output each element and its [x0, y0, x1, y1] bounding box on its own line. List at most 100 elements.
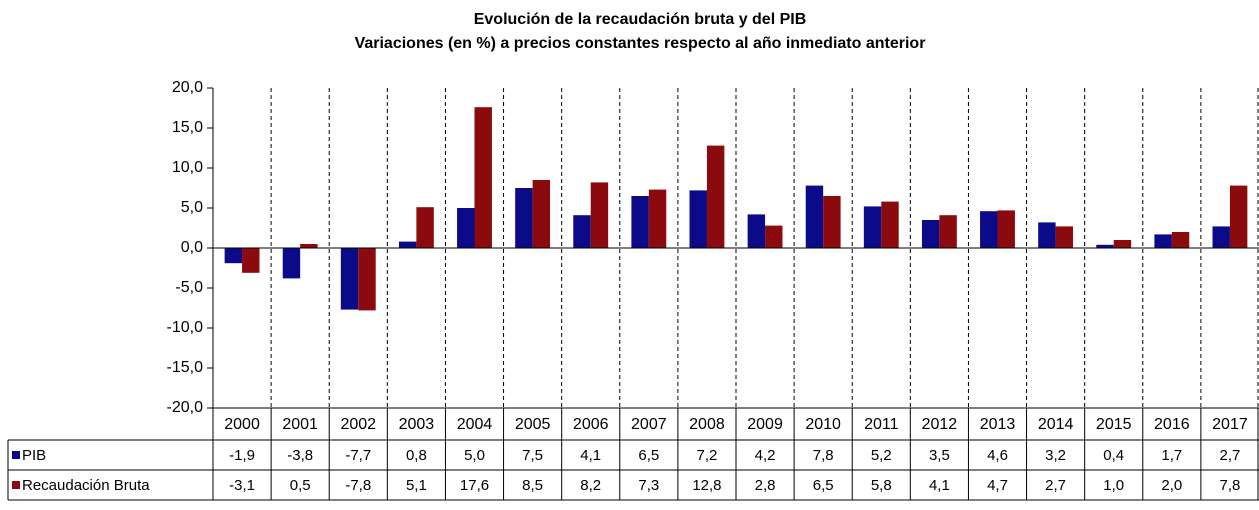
bar: [242, 248, 260, 273]
table-cell: 7,8: [813, 447, 834, 464]
table-cell: 8,2: [580, 477, 601, 494]
x-tick-label: 2002: [340, 416, 376, 433]
table-cell: 17,6: [460, 477, 489, 494]
bar: [747, 214, 766, 248]
x-tick-label: 2014: [1038, 416, 1074, 433]
x-tick-label: 2010: [805, 416, 841, 433]
table-cell: 4,2: [755, 447, 776, 464]
x-tick-label: 2001: [282, 416, 318, 433]
table-cell: 4,1: [580, 447, 601, 464]
table-cell: -3,8: [287, 447, 313, 464]
bar: [358, 248, 376, 311]
bar: [765, 225, 783, 248]
bar: [1113, 240, 1132, 248]
bar: [590, 182, 609, 248]
bar: [689, 190, 707, 248]
table-cell: 5,2: [871, 447, 892, 464]
bar: [631, 196, 649, 248]
bar: [1229, 185, 1248, 248]
table-cell: -1,9: [229, 447, 255, 464]
x-tick-label: 2005: [515, 416, 551, 433]
legend-label: PIB: [22, 447, 46, 464]
table-cell: 4,6: [987, 447, 1008, 464]
bar: [416, 207, 434, 248]
chart-title: Evolución de la recaudación bruta y del …: [474, 11, 807, 28]
table-cell: 6,5: [813, 477, 834, 494]
chart-subtitle: Variaciones (en %) a precios constantes …: [355, 35, 926, 52]
legend-swatch: [12, 481, 20, 489]
bar: [573, 215, 591, 248]
x-tick-label: 2000: [224, 416, 260, 433]
bar: [1171, 232, 1190, 248]
legend-swatch: [12, 451, 20, 459]
table-cell: 7,5: [522, 447, 543, 464]
bar: [997, 210, 1015, 248]
table-cell: 7,3: [638, 477, 659, 494]
x-tick-label: 2008: [689, 416, 725, 433]
x-tick-label: 2006: [573, 416, 609, 433]
legend-label: Recaudación Bruta: [22, 477, 150, 494]
bar: [980, 211, 998, 248]
bar: [224, 248, 243, 264]
bar: [340, 248, 359, 310]
bar: [1212, 226, 1230, 248]
x-tick-label: 2015: [1096, 416, 1132, 433]
bar: [398, 241, 417, 248]
bar: [1055, 226, 1074, 248]
bar: [515, 188, 533, 248]
bar: [921, 220, 940, 248]
table-cell: 5,0: [464, 447, 485, 464]
bar: [474, 107, 492, 248]
table-cell: 7,2: [697, 447, 718, 464]
table-cell: 0,8: [406, 447, 427, 464]
bar: [300, 244, 318, 248]
bar: [939, 215, 957, 248]
table-cell: -3,1: [229, 477, 255, 494]
x-tick-label: 2013: [980, 416, 1016, 433]
bar: [1096, 244, 1114, 248]
y-tick-label: -5,0: [175, 279, 203, 296]
x-tick-label: 2011: [864, 416, 899, 433]
table-cell: 2,7: [1045, 477, 1066, 494]
table-cell: 4,7: [987, 477, 1008, 494]
table-cell: 1,7: [1161, 447, 1182, 464]
table-cell: 2,7: [1220, 447, 1241, 464]
bar: [457, 208, 475, 248]
table-cell: 7,8: [1220, 477, 1241, 494]
table-cell: 1,0: [1103, 477, 1124, 494]
x-tick-label: 2012: [922, 416, 958, 433]
table-cell: 2,0: [1161, 477, 1182, 494]
y-tick-label: -20,0: [167, 399, 204, 416]
x-tick-label: 2004: [457, 416, 493, 433]
y-tick-label: -10,0: [167, 319, 204, 336]
bar: [532, 180, 551, 248]
y-tick-label: 15,0: [172, 119, 203, 136]
x-tick-label: 2009: [747, 416, 783, 433]
bar: [863, 206, 882, 248]
table-cell: 0,5: [290, 477, 311, 494]
table-cell: 8,5: [522, 477, 543, 494]
bar: [706, 145, 725, 248]
y-tick-label: 10,0: [172, 159, 203, 176]
bar: [648, 189, 667, 248]
x-tick-label: 2003: [399, 416, 435, 433]
table-cell: -7,8: [345, 477, 371, 494]
table-cell: -7,7: [345, 447, 371, 464]
x-tick-label: 2007: [631, 416, 667, 433]
x-tick-label: 2016: [1154, 416, 1190, 433]
table-cell: 2,8: [755, 477, 776, 494]
table-cell: 3,2: [1045, 447, 1066, 464]
table-cell: 0,4: [1103, 447, 1124, 464]
y-tick-label: 0,0: [181, 239, 203, 256]
table-cell: 5,8: [871, 477, 892, 494]
y-tick-label: -15,0: [167, 359, 204, 376]
table-cell: 3,5: [929, 447, 950, 464]
bar: [823, 196, 841, 248]
bar: [1038, 222, 1056, 248]
table-cell: 4,1: [929, 477, 950, 494]
bar: [805, 185, 824, 248]
table-cell: 5,1: [406, 477, 427, 494]
bar: [282, 248, 301, 279]
y-tick-label: 20,0: [172, 79, 203, 96]
